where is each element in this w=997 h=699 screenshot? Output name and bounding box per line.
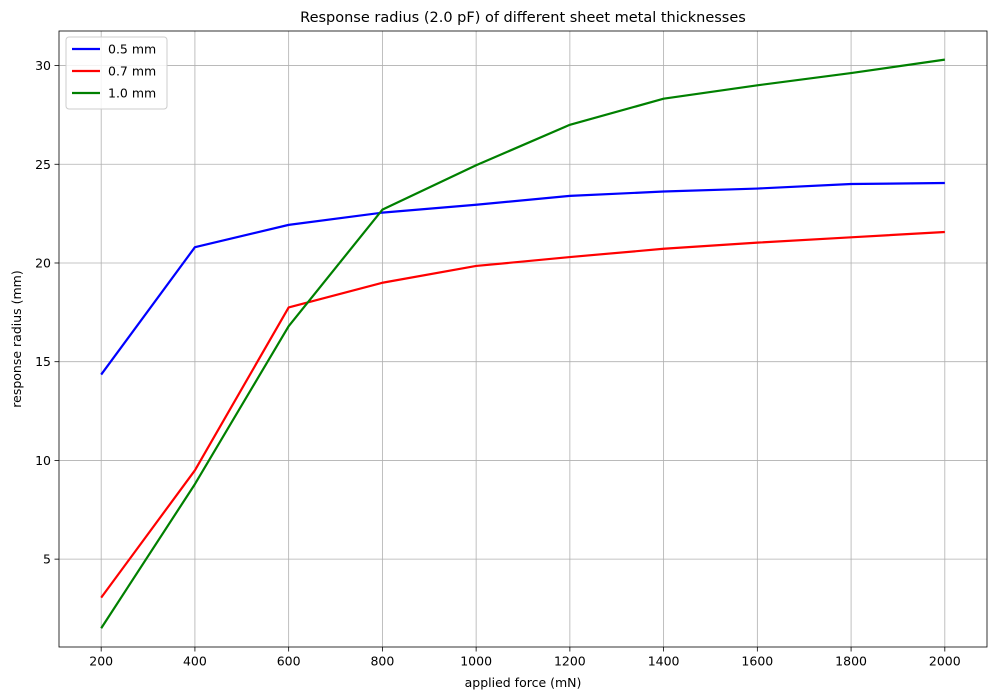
x-tick-label: 200 [89, 654, 113, 669]
legend-label-2: 0.7 mm [108, 64, 156, 79]
x-tick-label: 400 [183, 654, 207, 669]
y-tick-label: 5 [43, 552, 51, 567]
x-tick-label: 2000 [929, 654, 961, 669]
y-tick-label: 30 [35, 58, 51, 73]
chart-title: Response radius (2.0 pF) of different sh… [300, 10, 746, 26]
legend-label-3: 1.0 mm [108, 86, 156, 101]
legend-box [65, 36, 168, 110]
legend: 0.5 mm 0.7 mm 1.0 mm [65, 36, 168, 110]
y-tick-label: 10 [35, 453, 51, 468]
x-tick-label: 1200 [554, 654, 586, 669]
x-tick-label: 600 [277, 654, 301, 669]
series-lines [100, 58, 945, 629]
plot-area-frame [58, 30, 988, 648]
x-tick-label: 800 [370, 654, 394, 669]
legend-label-1: 0.5 mm [108, 42, 156, 57]
y-axis-label: response radius (mm) [9, 270, 24, 407]
grid-lines [59, 31, 987, 647]
y-tick-label: 25 [35, 157, 51, 172]
y-tick-label: 15 [35, 354, 51, 369]
series-line-3 [100, 58, 945, 629]
axis-ticks: 200 400 600 800 1000 1200 1400 1600 1800 2000 5 10 1… [35, 58, 961, 668]
x-tick-label: 1400 [648, 654, 680, 669]
x-axis-label: applied force (mN) [465, 675, 582, 690]
series-line-2 [100, 230, 945, 599]
series-line-1 [100, 181, 945, 376]
x-tick-label: 1600 [741, 654, 773, 669]
y-tick-label: 20 [35, 255, 51, 270]
x-tick-label: 1800 [835, 654, 867, 669]
x-tick-label: 1000 [460, 654, 492, 669]
